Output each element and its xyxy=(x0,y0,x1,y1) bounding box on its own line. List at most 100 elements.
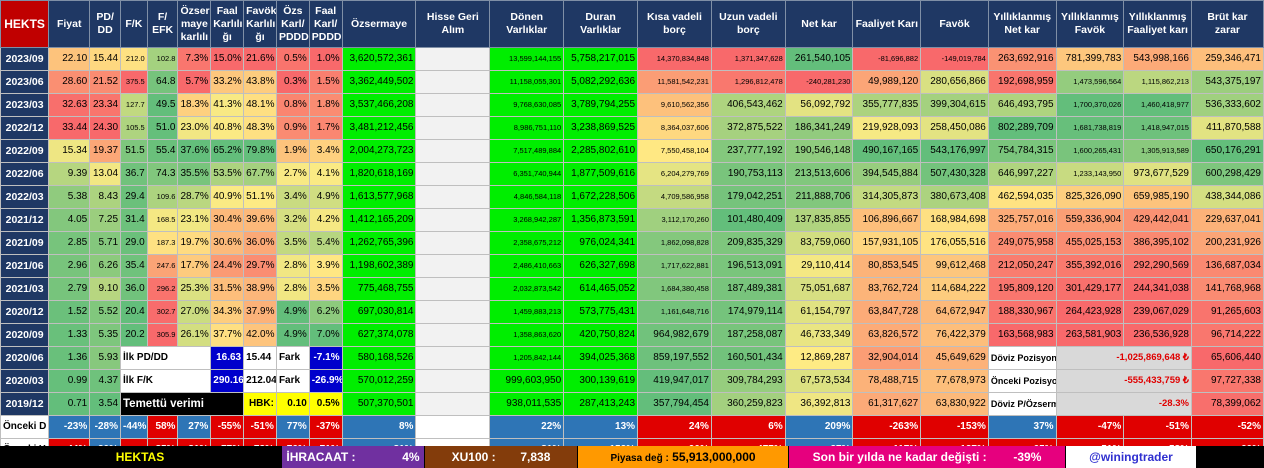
data-cell[interactable]: 49,989,120 xyxy=(852,70,922,94)
data-cell[interactable]: 51.0 xyxy=(146,116,179,140)
comparison-cell[interactable]: -55% xyxy=(210,415,245,439)
comparison-cell[interactable]: 13% xyxy=(563,415,639,439)
data-cell[interactable]: 507,370,501 xyxy=(341,392,417,416)
data-cell[interactable]: 4.9% xyxy=(275,323,310,347)
data-cell[interactable]: 2.8% xyxy=(275,254,310,278)
data-cell[interactable]: 1,233,143,950 xyxy=(1055,162,1125,186)
data-cell[interactable]: 6.26 xyxy=(89,254,122,278)
data-cell[interactable]: 543,998,166 xyxy=(1123,47,1192,71)
data-cell[interactable]: 36.0 xyxy=(120,277,148,301)
data-cell[interactable]: 211,888,706 xyxy=(784,185,854,209)
data-cell[interactable]: 25.3% xyxy=(177,277,212,301)
data-cell[interactable]: 27.0% xyxy=(177,300,212,324)
data-cell[interactable]: 13.04 xyxy=(89,162,122,186)
data-cell[interactable]: 626,327,698 xyxy=(563,254,639,278)
data-cell[interactable]: 24.4% xyxy=(210,254,245,278)
data-cell[interactable]: 26.1% xyxy=(177,323,212,347)
data-cell[interactable]: 61,317,627 xyxy=(852,392,922,416)
data-cell[interactable]: 1,205,842,144 xyxy=(489,346,565,370)
data-cell[interactable]: 188,330,967 xyxy=(987,300,1057,324)
data-cell[interactable] xyxy=(415,392,491,416)
data-cell[interactable]: 7,550,458,104 xyxy=(637,139,712,163)
data-cell[interactable]: 3,789,794,255 xyxy=(563,93,639,117)
data-cell[interactable]: 30.4% xyxy=(210,208,245,232)
data-cell[interactable] xyxy=(415,346,491,370)
data-cell[interactable]: 101,480,409 xyxy=(710,208,786,232)
data-cell[interactable]: 3.5% xyxy=(308,277,343,301)
col-header[interactable]: F/K xyxy=(120,0,148,48)
data-cell[interactable]: 1.9% xyxy=(275,139,310,163)
data-cell[interactable]: 964,982,679 xyxy=(637,323,712,347)
data-cell[interactable]: 7.25 xyxy=(89,208,122,232)
data-cell[interactable]: 31.5% xyxy=(210,277,245,301)
data-cell[interactable]: 3,362,449,502 xyxy=(341,70,417,94)
data-cell[interactable]: 386,395,102 xyxy=(1123,231,1192,255)
data-cell[interactable]: 8.43 xyxy=(89,185,122,209)
data-cell[interactable]: 1,418,947,015 xyxy=(1123,116,1192,140)
data-cell[interactable]: 462,594,035 xyxy=(987,185,1057,209)
data-cell[interactable]: -240,281,230 xyxy=(784,70,854,94)
data-cell[interactable]: 0.3% xyxy=(275,70,310,94)
data-cell[interactable]: 11,158,055,301 xyxy=(489,70,565,94)
data-cell[interactable]: 6,204,279,769 xyxy=(637,162,712,186)
data-cell[interactable]: 3,112,170,260 xyxy=(637,208,712,232)
data-cell[interactable]: 302.7 xyxy=(146,300,179,324)
data-cell[interactable]: 802,289,709 xyxy=(987,116,1057,140)
col-header[interactable]: Faal Karlılı ğı xyxy=(210,0,245,48)
data-cell[interactable]: 825,326,090 xyxy=(1055,185,1125,209)
data-cell[interactable]: 3.4% xyxy=(275,185,310,209)
data-cell[interactable]: 196,513,091 xyxy=(710,254,786,278)
data-cell[interactable]: 420,750,824 xyxy=(563,323,639,347)
data-cell[interactable]: 573,775,431 xyxy=(563,300,639,324)
data-cell[interactable]: 63,826,572 xyxy=(852,323,922,347)
row-period[interactable]: 2023/06 xyxy=(0,70,50,94)
data-cell[interactable]: 380,673,408 xyxy=(920,185,989,209)
col-header[interactable]: Faaliyet Karı xyxy=(852,0,922,48)
data-cell[interactable]: 3.4% xyxy=(308,139,343,163)
data-cell[interactable]: 77,678,973 xyxy=(920,369,989,393)
data-cell[interactable]: 754,784,315 xyxy=(987,139,1057,163)
data-cell[interactable] xyxy=(415,162,491,186)
data-cell[interactable]: 507,430,328 xyxy=(920,162,989,186)
data-cell[interactable] xyxy=(415,369,491,393)
data-cell[interactable]: 309,784,293 xyxy=(710,369,786,393)
data-cell[interactable]: 212,050,247 xyxy=(987,254,1057,278)
data-cell[interactable]: 192,698,959 xyxy=(987,70,1057,94)
col-header[interactable]: Favök xyxy=(920,0,989,48)
col-header[interactable]: Özs Karl/ PDDD xyxy=(275,0,310,48)
data-cell[interactable]: 28.60 xyxy=(48,70,91,94)
data-cell[interactable]: 5.35 xyxy=(89,323,122,347)
data-cell[interactable]: 1.0% xyxy=(308,47,343,71)
data-cell[interactable]: 3.5% xyxy=(275,231,310,255)
data-cell[interactable]: 15.44 xyxy=(89,47,122,71)
data-cell[interactable]: 280,656,866 xyxy=(920,70,989,94)
data-cell[interactable]: 292,290,569 xyxy=(1123,254,1192,278)
data-cell[interactable]: 1.36 xyxy=(48,346,91,370)
comparison-cell[interactable]: -37% xyxy=(308,415,343,439)
data-cell[interactable]: 1,684,380,458 xyxy=(637,277,712,301)
comparison-cell[interactable]: -51% xyxy=(1123,415,1192,439)
data-cell[interactable]: 490,167,165 xyxy=(852,139,922,163)
data-cell[interactable]: 973,677,529 xyxy=(1123,162,1192,186)
data-cell[interactable]: 3.54 xyxy=(89,392,122,416)
data-cell[interactable] xyxy=(415,208,491,232)
data-cell[interactable]: 1,356,873,591 xyxy=(563,208,639,232)
data-cell[interactable]: 29,110,414 xyxy=(784,254,854,278)
data-cell[interactable]: 3,620,572,361 xyxy=(341,47,417,71)
data-cell[interactable]: 258,450,086 xyxy=(920,116,989,140)
row-period[interactable]: 2019/12 xyxy=(0,392,50,416)
data-cell[interactable]: 372,875,522 xyxy=(710,116,786,140)
row-period[interactable]: 2021/12 xyxy=(0,208,50,232)
data-cell[interactable]: 78,488,715 xyxy=(852,369,922,393)
data-cell[interactable]: 29.4 xyxy=(120,185,148,209)
data-cell[interactable]: 157,931,105 xyxy=(852,231,922,255)
data-cell[interactable]: 65.2% xyxy=(210,139,245,163)
data-cell[interactable]: 543,375,197 xyxy=(1190,70,1264,94)
data-cell[interactable]: 186,341,249 xyxy=(784,116,854,140)
data-cell[interactable]: 8,364,037,606 xyxy=(637,116,712,140)
data-cell[interactable]: 15.0% xyxy=(210,47,245,71)
row-period[interactable]: 2023/09 xyxy=(0,47,50,71)
data-cell[interactable]: 43.8% xyxy=(243,70,277,94)
data-cell[interactable]: 9.10 xyxy=(89,277,122,301)
col-header[interactable]: Hisse Geri Alım xyxy=(415,0,491,48)
